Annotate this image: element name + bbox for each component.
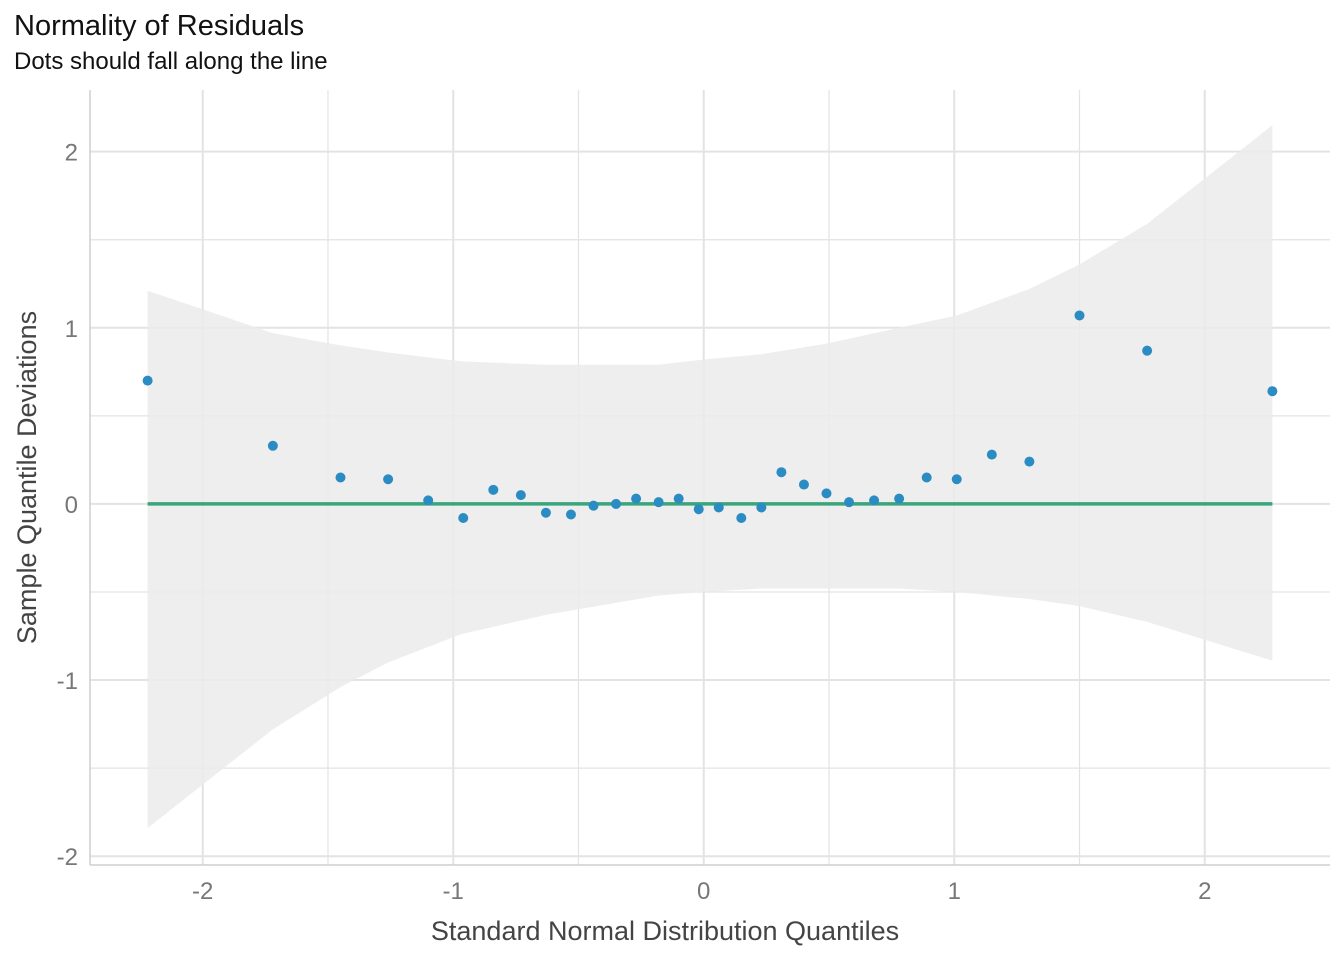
x-tick-label: -2 [192,878,213,905]
y-tick-label: 0 [65,492,78,519]
data-point [515,490,526,501]
x-axis-label: Standard Normal Distribution Quantiles [431,916,899,946]
chart-title: Normality of Residuals [14,10,305,42]
data-point [821,488,832,499]
y-tick-label: 1 [65,316,78,343]
data-point [383,474,394,485]
data-point [611,498,622,509]
data-point [951,474,962,485]
x-tick-label: 1 [948,878,961,905]
x-tick-label: -1 [443,878,464,905]
data-point [458,513,469,524]
x-tick-label: 2 [1198,878,1211,905]
data-point [588,500,599,511]
data-point [540,507,551,518]
data-point [693,504,704,515]
data-point [335,472,346,483]
y-axis-label: Sample Quantile Deviations [12,311,42,644]
data-point [986,449,997,460]
data-point [488,484,499,495]
data-point [844,497,855,508]
data-point [565,509,576,520]
data-point [921,472,932,483]
data-point [423,495,434,506]
data-point [756,502,767,513]
y-tick-label: 2 [65,140,78,167]
data-point [267,440,278,451]
data-point [631,493,642,504]
data-point [1267,386,1278,397]
data-point [653,497,664,508]
confidence-band [147,125,1273,829]
data-point [673,493,684,504]
data-point [869,495,880,506]
data-point [736,513,747,524]
data-point [713,502,724,513]
data-point [798,479,809,490]
data-point [1024,456,1035,467]
data-point [776,467,787,478]
data-point [1142,345,1153,356]
data-point [894,493,905,504]
data-point [1074,310,1085,321]
y-tick-label: -2 [57,844,78,871]
y-tick-label: -1 [57,668,78,695]
chart-subtitle: Dots should fall along the line [14,48,328,75]
data-point [142,375,153,386]
x-tick-label: 0 [697,878,710,905]
